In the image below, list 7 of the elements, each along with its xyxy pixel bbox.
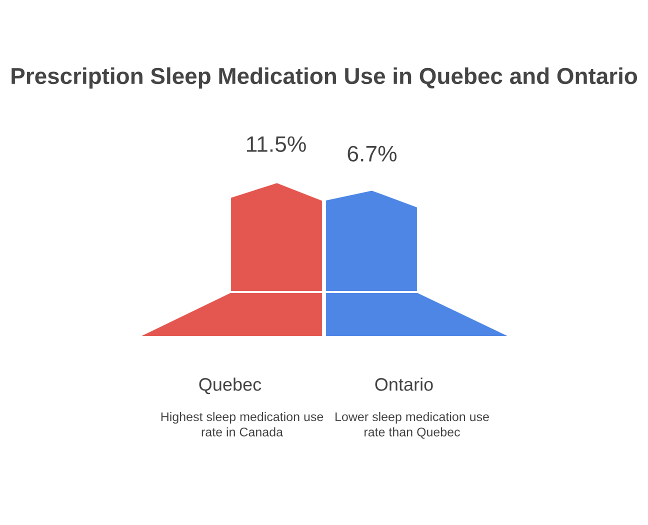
text: Prescription Sleep Medication Use in Quebec and Ontario [12,67,638,89]
data-label: 6.7% [348,146,397,162]
data-label: 11.5% [247,136,306,152]
text: Highest sleep medication use rate in Canada [161,412,324,436]
category-label: Ontario [375,378,433,391]
category-label: Quebec [199,378,262,394]
text: Lower sleep medication use rate than Quebec [336,412,489,439]
